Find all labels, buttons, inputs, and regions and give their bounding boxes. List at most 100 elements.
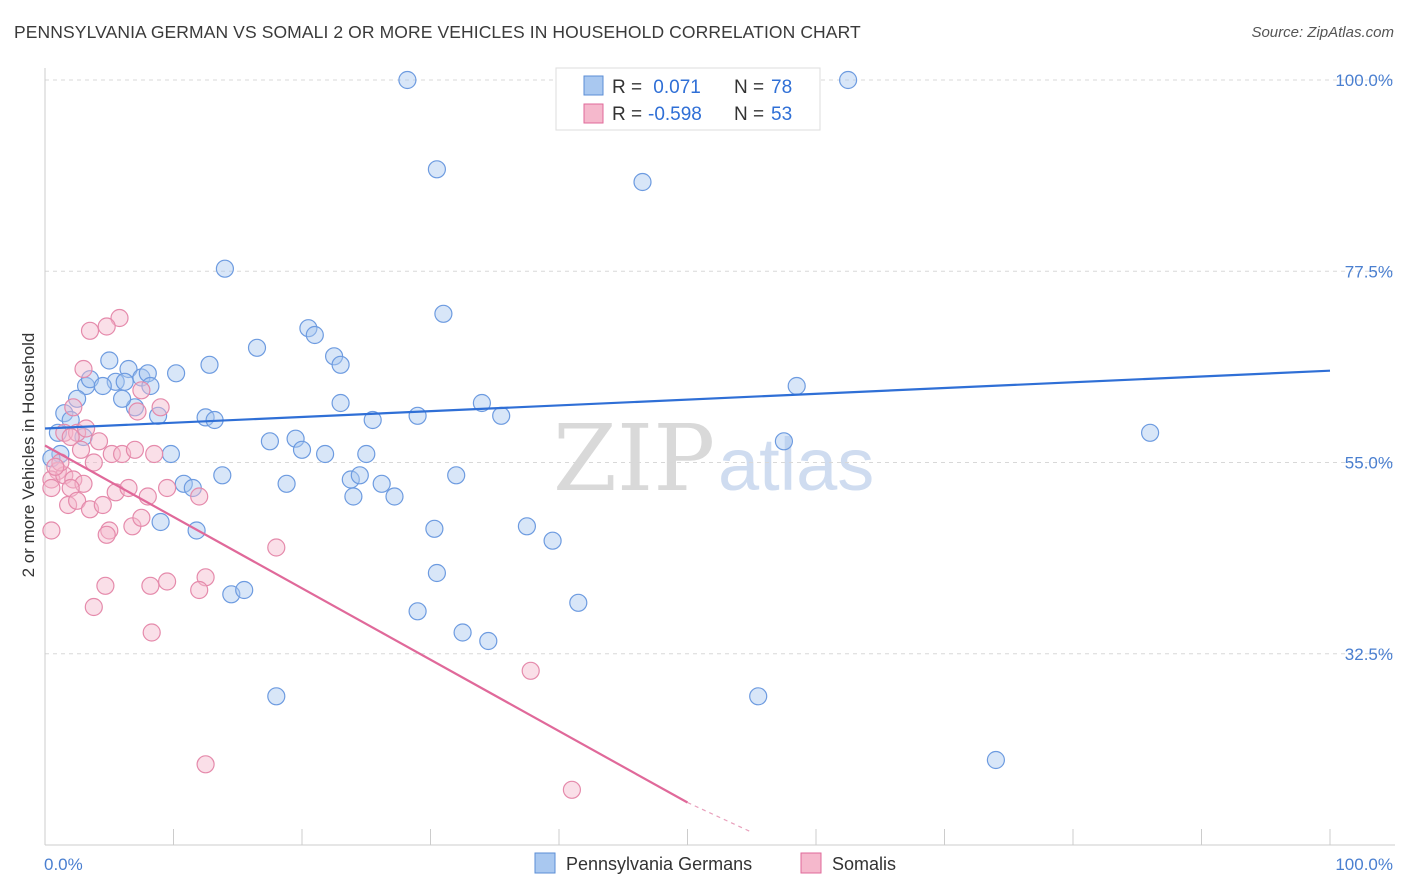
somali-point-4: [132, 381, 151, 400]
penn-german-point-43: [286, 429, 305, 448]
trend-line-somalis-extrapolated: [687, 801, 753, 833]
penn-german-point-8: [215, 259, 234, 278]
y-axis-label: 2 or more Vehicles in Household: [19, 333, 38, 578]
somali-point-12: [102, 444, 121, 464]
penn-german-point-56: [344, 487, 363, 506]
somali-point-49: [61, 427, 80, 447]
penn-german-point-58: [425, 519, 444, 538]
bottom-legend-label-blue: Pennsylvania Germans: [566, 854, 752, 874]
penn-german-point-7: [633, 172, 652, 192]
somali-point-38: [267, 538, 286, 557]
somali-point-43: [190, 580, 209, 600]
somali-point-7: [151, 398, 170, 417]
penn-german-point-9: [434, 304, 453, 323]
somali-point-0: [110, 308, 129, 328]
penn-german-point-61: [517, 517, 537, 536]
penn-german-point-71: [749, 687, 768, 706]
penn-german-point-75: [112, 389, 132, 408]
penn-german-point-51: [350, 466, 369, 485]
somali-point-37: [190, 487, 209, 506]
penn-german-point-53: [447, 466, 466, 485]
penn-german-point-22: [115, 372, 134, 391]
penn-german-point-35: [408, 406, 427, 425]
somali-point-27: [158, 478, 177, 498]
trend-lines: [44, 369, 1331, 833]
penn-german-point-28: [55, 404, 74, 423]
bottom-legend-swatch-blue: [534, 852, 556, 874]
somali-point-21: [84, 453, 103, 472]
penn-german-point-57: [385, 487, 404, 506]
penn-german-point-40: [774, 432, 794, 451]
penn-german-point-62: [543, 531, 562, 550]
y-tick-label-2: 77.5%: [1345, 262, 1393, 281]
somali-point-36: [42, 521, 61, 540]
penn-german-point-47: [161, 444, 180, 464]
chart-title: PENNSYLVANIA GERMAN VS SOMALI 2 OR MORE …: [14, 22, 861, 42]
somali-point-10: [76, 419, 96, 438]
trend-line-somalis: [44, 444, 689, 804]
penn-german-point-25: [167, 364, 186, 383]
penn-german-point-70: [267, 687, 286, 706]
penn-german-point-24: [141, 376, 160, 396]
penn-german-point-66: [408, 602, 427, 621]
penn-german-point-37: [492, 406, 511, 425]
x-tick-label-0: 0.0%: [44, 855, 83, 874]
source-label: Source: ZipAtlas.com: [1251, 24, 1394, 41]
penn-german-point-52: [372, 474, 391, 493]
penn-german-point-49: [277, 474, 296, 493]
penn-german-point-42: [260, 432, 279, 451]
somali-point-45: [142, 623, 161, 642]
penn-german-point-26: [200, 355, 219, 374]
penn-german-point-15: [100, 351, 119, 370]
somali-point-6: [128, 402, 147, 421]
somali-point-15: [145, 444, 164, 464]
y-tick-label-3: 100.0%: [1335, 71, 1393, 90]
penn-german-point-68: [453, 623, 472, 642]
legend-r-label-1: R =: [612, 77, 642, 98]
watermark-zip: ZIP: [553, 405, 715, 512]
somali-point-22: [42, 478, 61, 498]
y-tick-labels: 32.5% 55.0% 77.5% 100.0%: [1335, 71, 1393, 664]
penn-german-point-21: [93, 376, 112, 396]
gridlines: [45, 79, 1395, 655]
penn-german-point-5: [838, 70, 858, 90]
legend-n-value-1: 78: [771, 77, 792, 98]
somali-point-11: [89, 432, 109, 451]
penn-german-point-0: [398, 70, 417, 90]
somali-point-47: [196, 755, 215, 774]
somali-point-41: [96, 576, 115, 595]
somali-point-28: [58, 495, 78, 515]
legend-n-value-2: 53: [771, 104, 792, 125]
penn-german-point-44: [292, 440, 312, 459]
penn-german-point-46: [357, 444, 376, 464]
penn-german-point-63: [427, 563, 446, 583]
somali-point-40: [141, 576, 160, 595]
x-tick-labels: 0.0% 100.0%: [44, 855, 1393, 874]
legend-r-value-1: 0.071: [648, 77, 701, 98]
penn-german-point-69: [479, 631, 498, 651]
legend-swatch-pink: [583, 103, 604, 124]
penn-german-point-33: [331, 393, 350, 413]
penn-german-point-54: [174, 474, 193, 493]
somali-point-35: [97, 525, 116, 544]
penn-german-point-34: [363, 410, 382, 430]
somali-point-46: [521, 661, 540, 680]
penn-german-point-11: [247, 338, 267, 357]
somali-point-2: [97, 317, 116, 336]
legend-swatch-blue: [583, 75, 604, 96]
watermark-atlas: atlas: [718, 423, 874, 506]
legend-n-label-2: N =: [734, 104, 764, 125]
penn-german-point-72: [986, 750, 1006, 770]
penn-german-point-10: [299, 319, 318, 338]
legend-n-label-1: N =: [734, 77, 764, 98]
penn-german-point-45: [316, 444, 335, 464]
somali-point-29: [67, 491, 87, 510]
axes: [44, 68, 1395, 846]
somali-point-31: [93, 495, 112, 515]
y-tick-label-0: 32.5%: [1345, 645, 1393, 664]
x-tick-label-1: 100.0%: [1335, 855, 1393, 874]
penn-german-point-14: [331, 355, 350, 374]
bottom-legend-swatch-pink: [800, 852, 822, 874]
somali-point-39: [158, 572, 177, 591]
bottom-legend: Pennsylvania Germans Somalis: [534, 852, 896, 874]
